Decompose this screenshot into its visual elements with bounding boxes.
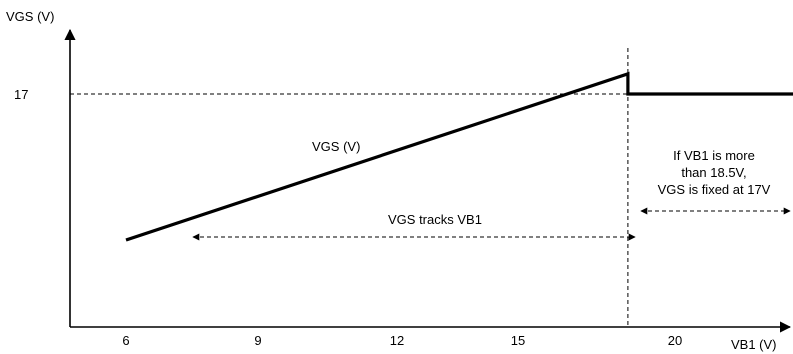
y-tick-label: 17: [14, 87, 28, 102]
x-tick-label: 15: [511, 333, 525, 348]
x-tick-label: 12: [390, 333, 404, 348]
y-tick-labels: 17: [14, 87, 28, 102]
series-label: VGS (V): [312, 139, 360, 154]
x-tick-label: 9: [254, 333, 261, 348]
tracks-annotation: VGS tracks VB1: [388, 212, 482, 227]
fixed-annotation-line-3: VGS is fixed at 17V: [658, 182, 771, 197]
x-axis-label: VB1 (V): [731, 337, 777, 352]
fixed-annotation-line-1: If VB1 is more: [673, 148, 755, 163]
x-tick-labels: 6 9 12 15 20: [122, 333, 682, 348]
vgs-series-line: [125, 71, 793, 242]
x-tick-label: 20: [668, 333, 682, 348]
x-tick-label: 6: [122, 333, 129, 348]
y-axis-label: VGS (V): [6, 9, 54, 24]
fixed-annotation-line-2: than 18.5V,: [681, 165, 746, 180]
